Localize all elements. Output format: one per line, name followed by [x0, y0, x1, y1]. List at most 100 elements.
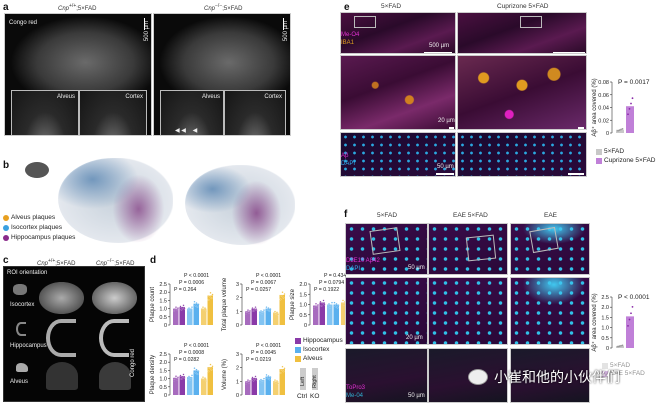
hippocampus-ctrl [46, 319, 76, 357]
stain-label-iba1: IBA1 [341, 40, 355, 46]
legend-item-isocortex: Isocortex plaques [3, 224, 62, 231]
roi-box [369, 227, 401, 255]
y-tick-label: 2.0 [299, 282, 307, 288]
data-point [245, 312, 247, 315]
y-tick-label: 2.5 [601, 295, 609, 301]
gene-name: Cnp [37, 261, 49, 267]
data-point [203, 309, 205, 311]
p-value-hippocampus: P = 0.1922 [314, 287, 339, 293]
data-point [274, 379, 276, 382]
data-point [336, 306, 339, 309]
data-point [319, 300, 322, 303]
scale-bar [553, 52, 585, 53]
data-point [627, 324, 629, 327]
data-point [621, 127, 624, 130]
data-point [251, 307, 254, 310]
data-point [259, 380, 261, 383]
inset-cortex: Cortex [224, 90, 286, 135]
data-point [331, 301, 333, 304]
chart-f-abeta-area: Aβ⁺ area covered (%) 0 0.5 1.0 1.5 2.0 2.5 P < … [591, 293, 650, 352]
inset-label: Alveus [56, 94, 75, 100]
roi-alveus-thumb [16, 363, 28, 372]
y-tick-label: 0 [606, 346, 609, 352]
data-point [269, 308, 272, 310]
p-value-alveus: P < 0.0001 [256, 273, 281, 279]
data-point [210, 297, 213, 300]
gene-name: Cnp [96, 261, 108, 267]
bar-isocortex-ctrl [187, 376, 193, 395]
legend-swatch [602, 370, 608, 377]
bar-5-fad [616, 345, 624, 348]
stain-label-d3e10: D3E10 Aβ42 [346, 258, 380, 264]
bar-hippocampus-ko [251, 377, 257, 395]
gene-name: Cnp [58, 6, 70, 12]
y-tick-label: 0 [236, 323, 239, 329]
brain-thumbnail [25, 162, 49, 178]
y-axis-label: Plaque size [290, 288, 296, 320]
stain-label-abeta: Aβ [341, 153, 349, 159]
watermark: 小崔和他的小伙伴们 [468, 367, 620, 387]
bar-isocortex-ko [333, 304, 339, 325]
data-point [211, 293, 214, 296]
legend-label: EAE 5×FAD [610, 370, 645, 377]
col-title: Cuprizone 5×FAD [497, 3, 549, 10]
data-point [193, 367, 196, 370]
data-point [321, 302, 324, 305]
p-value-hippocampus: P = 0.0257 [246, 287, 271, 293]
scale-bar [424, 52, 452, 53]
key-right-label: Right [312, 375, 318, 388]
data-point [247, 309, 249, 312]
data-point [197, 370, 200, 373]
e-abeta-cuprizone [457, 132, 587, 177]
panel-a-left-image: Congo red 500 µm Alveus Cortex [4, 13, 152, 136]
data-point [617, 129, 619, 132]
isocortex-ko [92, 282, 137, 314]
legend-item-isocortex: Isocortex [295, 346, 329, 353]
bar-hippocampus-ctrl [173, 308, 179, 325]
data-point [181, 306, 184, 309]
data-point [617, 345, 619, 348]
col-title: 5×FAD [381, 3, 402, 10]
data-point [631, 97, 634, 100]
y-tick-label: 0 [164, 393, 167, 399]
y-tick-label: 0 [606, 131, 609, 137]
y-tick-label: 2.5 [159, 352, 167, 358]
bar-hippocampus-ctrl [313, 305, 319, 325]
data-point [268, 310, 271, 312]
data-point [273, 312, 275, 314]
chart-plaque-density: Plaque density 0 0.5 1.0 1.5 2.0 2.5 P = 0.0282… [150, 343, 214, 399]
data-point [261, 381, 263, 384]
data-point [330, 304, 332, 307]
data-point [621, 344, 624, 347]
legend-item-5xfad: 5×FAD [596, 148, 624, 155]
data-point [620, 344, 622, 347]
y-tick-label: 2.5 [159, 282, 167, 288]
data-point [268, 378, 271, 381]
data-point [279, 372, 282, 374]
data-point [274, 310, 276, 313]
legend-item-5xfad: 5×FAD [602, 362, 630, 369]
legend-swatch [295, 337, 301, 344]
bar-hippocampus-ko [319, 302, 325, 325]
y-tick-label: 0 [304, 323, 307, 329]
e-overview-5xfad: Me-O4 IBA1 500 µm [340, 12, 456, 54]
bar-isocortex-ctrl [327, 304, 333, 325]
data-point [261, 312, 263, 315]
data-point [193, 300, 196, 303]
scale-label: 20 µm [438, 118, 455, 124]
bar-hippocampus-ko [251, 308, 257, 325]
data-point [269, 376, 272, 379]
data-point [281, 291, 284, 294]
data-point [281, 365, 284, 368]
data-point [262, 310, 264, 313]
y-tick-label: 0.5 [159, 385, 167, 391]
data-point [280, 368, 283, 371]
data-point [628, 108, 631, 110]
genotype: −/− [107, 258, 115, 264]
genotype: +/+ [69, 3, 77, 9]
data-point [248, 381, 250, 384]
f-overview-5xfad: D3E10 Aβ42 DAPI 50 µm [345, 223, 428, 275]
p-value-hippocampus: P = 0.264 [174, 287, 196, 293]
